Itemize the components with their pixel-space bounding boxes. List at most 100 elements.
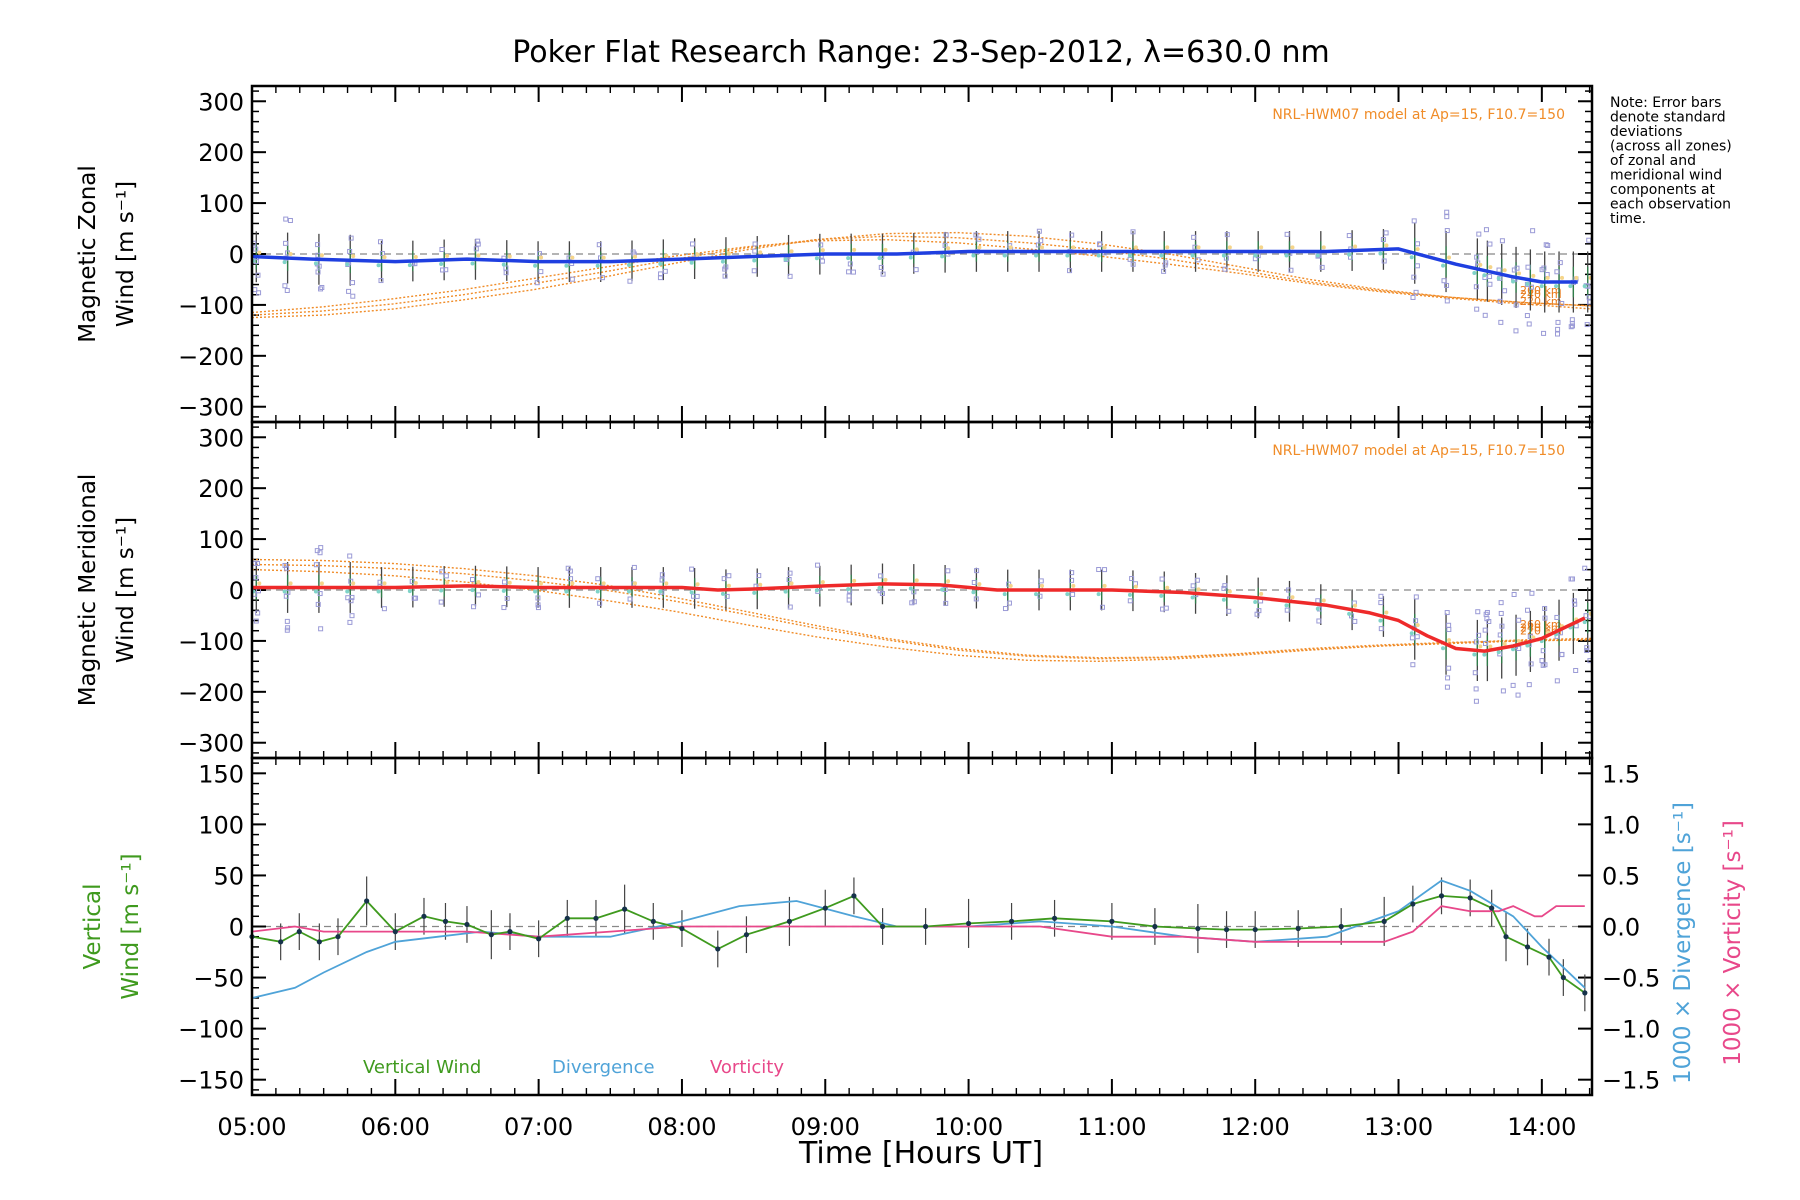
note-line: of zonal and	[1610, 153, 1696, 169]
zone-sample	[787, 273, 793, 279]
zone-dot	[288, 251, 293, 256]
zone-dot	[1511, 279, 1516, 284]
zone-dot	[1165, 585, 1170, 590]
zone-dot	[570, 255, 575, 260]
zone-dot	[1127, 592, 1132, 597]
zone-sample	[1378, 600, 1384, 606]
zone-dot	[789, 249, 794, 254]
zone-dot	[1472, 271, 1477, 276]
zone-sample	[255, 272, 261, 278]
zone-sample	[1559, 651, 1565, 657]
zone-dot	[507, 580, 512, 585]
vertical-wind-point	[593, 915, 599, 921]
zone-dot	[345, 589, 350, 594]
zone-sample	[345, 595, 351, 601]
zone-sample	[1191, 234, 1197, 240]
vertical-wind-point	[786, 918, 793, 924]
zone-sample	[596, 242, 602, 248]
zone-dot	[664, 581, 669, 586]
zone-dot	[1568, 284, 1573, 289]
zone-dot	[1472, 652, 1477, 657]
vertical-wind-point	[1152, 923, 1158, 930]
x-tick-label: 10:00	[934, 1113, 1003, 1141]
zone-sample	[1568, 324, 1574, 330]
zone-sample	[1411, 218, 1417, 224]
zone-dot	[1582, 284, 1587, 289]
vertical-wind-point	[1546, 954, 1552, 960]
zone-sample	[347, 619, 353, 625]
vertical-wind-point	[1195, 925, 1201, 932]
zone-dot	[407, 263, 412, 268]
zone-dot	[783, 257, 788, 262]
zone-dot	[946, 246, 951, 251]
zone-dot	[1478, 262, 1483, 267]
zone-sample	[1473, 686, 1479, 692]
zone-sample	[347, 248, 353, 254]
zone-dot	[758, 582, 763, 587]
zone-dot	[1096, 592, 1101, 597]
zone-sample	[726, 573, 732, 579]
zone-sample	[911, 599, 917, 605]
zone-dot	[1525, 643, 1530, 648]
zone-sample	[473, 246, 479, 252]
zone-sample	[787, 604, 793, 610]
zone-dot	[1159, 253, 1164, 258]
zone-sample	[1513, 328, 1519, 334]
zone-sample	[1483, 227, 1489, 233]
zone-dot	[1227, 589, 1232, 594]
zone-sample	[1413, 618, 1419, 624]
zone-dot	[883, 247, 888, 252]
zone-dot	[257, 581, 262, 586]
vertical-wind-point	[1295, 925, 1301, 932]
zone-dot	[476, 580, 481, 585]
right-tick-label: −1.5	[1602, 1067, 1660, 1095]
zone-dot	[1133, 584, 1138, 589]
zone-sample	[1555, 326, 1561, 332]
zone-sample	[1528, 661, 1534, 667]
zone-sample	[1540, 648, 1546, 654]
zone-sample	[1346, 233, 1352, 239]
zone-sample	[973, 596, 979, 602]
zone-sample	[974, 568, 980, 574]
zone-sample	[475, 238, 481, 244]
zone-dot	[351, 254, 356, 259]
y-axis-label: Magnetic Meridional Wind [m s⁻¹]	[75, 474, 139, 707]
zone-sample	[846, 597, 852, 603]
zone-dot	[1253, 600, 1258, 605]
zone-dot	[1002, 592, 1007, 597]
zone-dot	[1221, 253, 1226, 258]
y-tick-label: 0	[229, 241, 244, 269]
zone-sample	[471, 604, 477, 610]
vertical-wind-point	[278, 939, 284, 945]
zone-sample	[911, 589, 917, 595]
zone-sample	[1487, 274, 1493, 280]
zone-sample	[315, 242, 321, 248]
zone-sample	[1413, 594, 1419, 600]
zone-sample	[535, 595, 541, 601]
zone-sample	[1129, 576, 1135, 582]
zone-sample	[501, 605, 507, 611]
zone-sample	[1569, 576, 1575, 582]
right-tick-label: 1.5	[1602, 760, 1640, 788]
vertical-wind-point	[851, 893, 857, 899]
zone-sample	[1542, 615, 1548, 621]
zone-sample	[1352, 618, 1358, 624]
zone-dot	[1071, 245, 1076, 250]
zone-sample	[1414, 263, 1420, 269]
zone-sample	[319, 284, 325, 290]
zone-sample	[285, 625, 291, 631]
y-tick-label: 150	[198, 760, 244, 788]
zone-sample	[254, 561, 260, 567]
zone-dot	[1221, 597, 1226, 602]
zone-sample	[1163, 260, 1169, 266]
zone-sample	[689, 566, 695, 572]
panel-frame	[250, 756, 1594, 1097]
zone-sample	[1475, 260, 1481, 266]
zone-dot	[501, 262, 506, 267]
zone-dot	[1284, 603, 1289, 608]
zone-dot	[1482, 273, 1487, 278]
zone-sample	[1284, 231, 1290, 237]
vertical-wind-point	[1489, 905, 1495, 911]
zone-dot	[1447, 255, 1452, 260]
